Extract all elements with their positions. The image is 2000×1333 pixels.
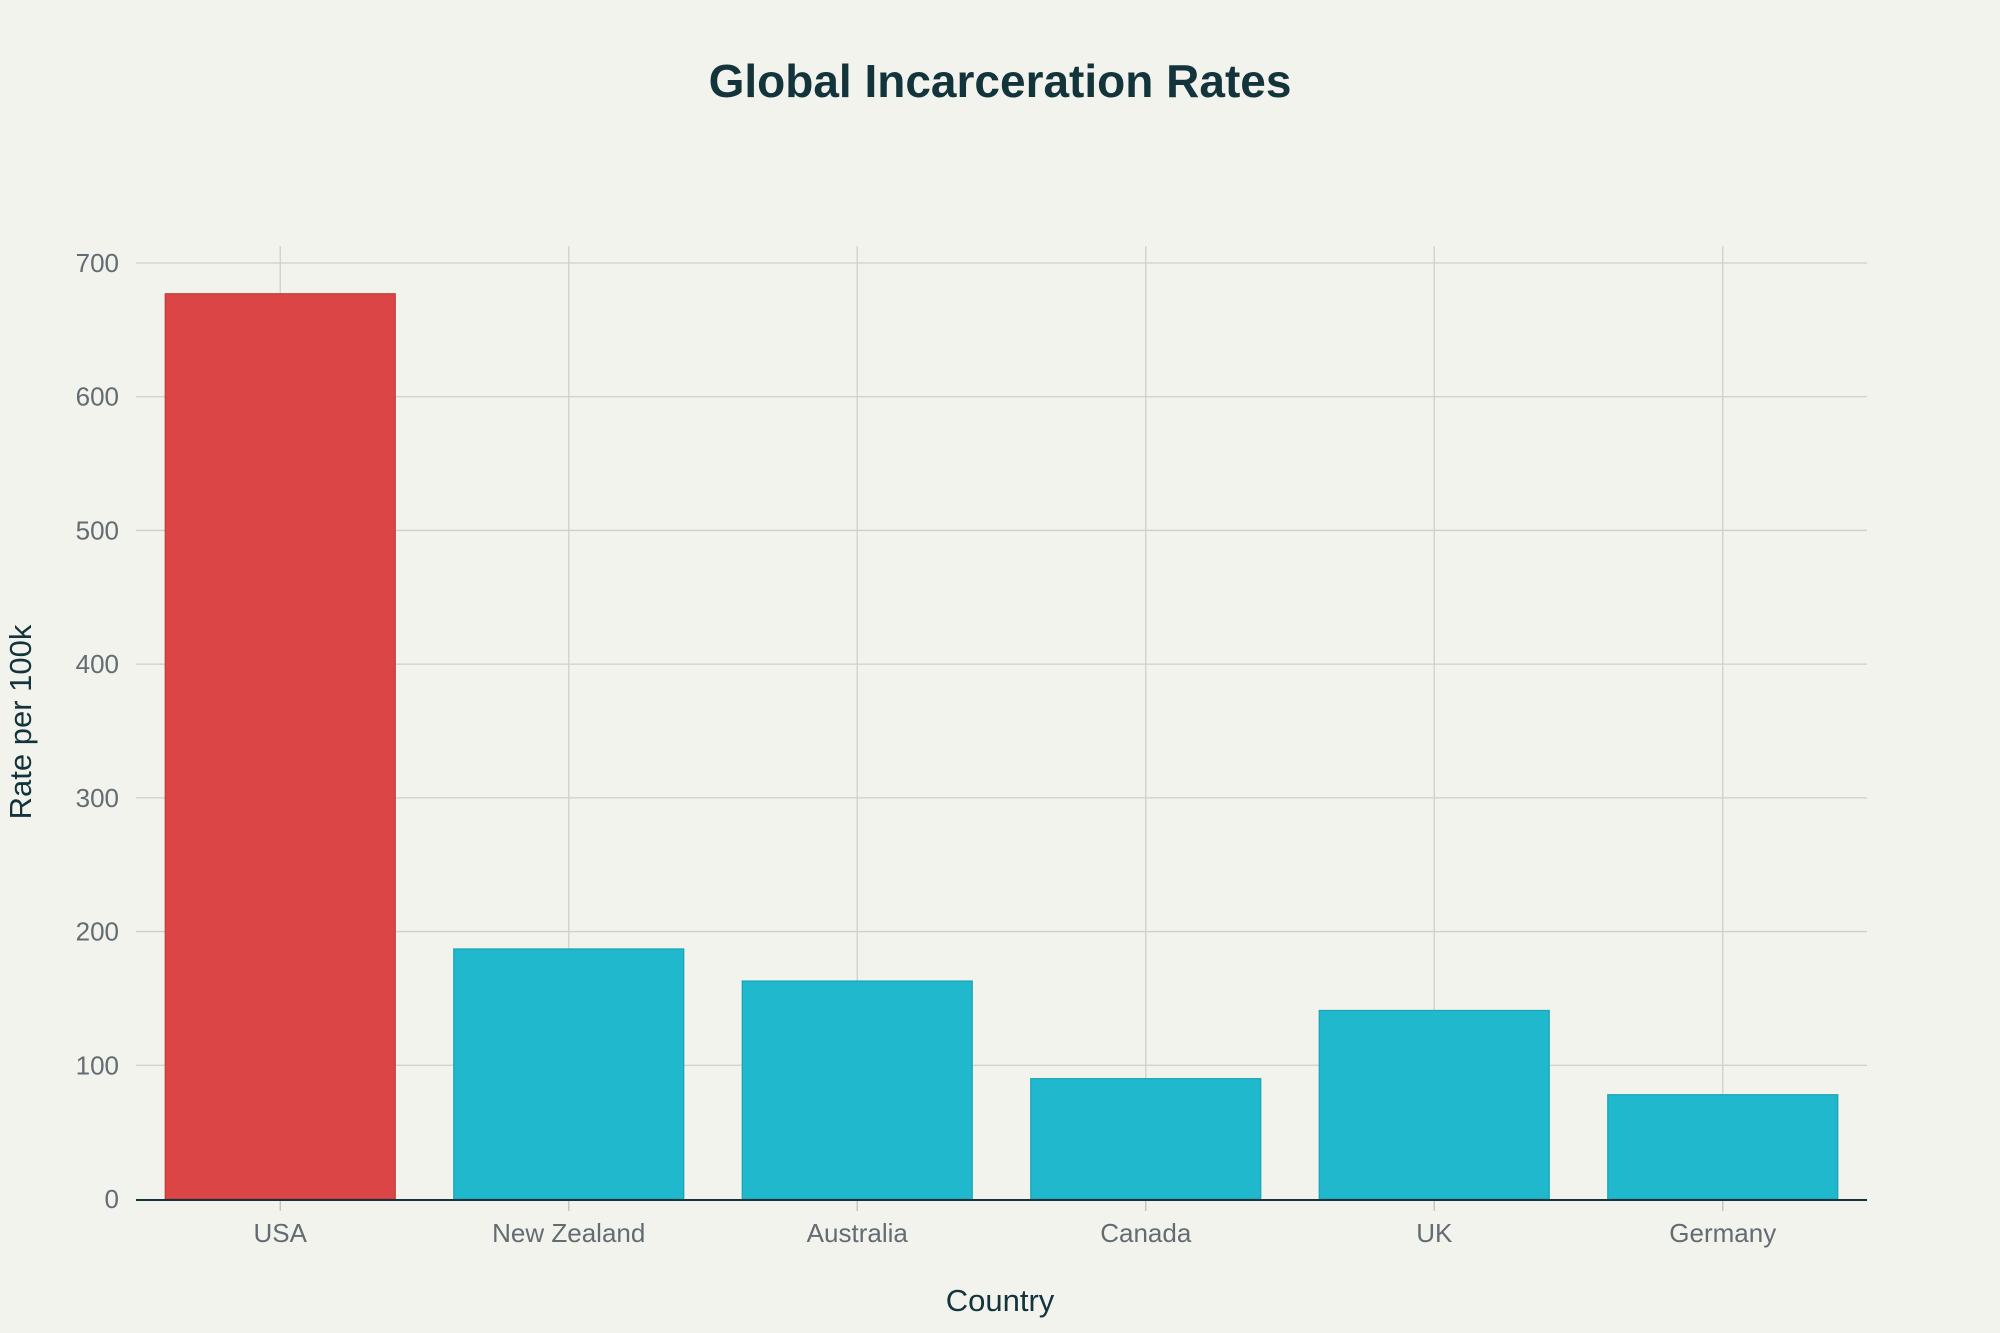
bar-canada — [1030, 1078, 1262, 1200]
x-tick-label: UK — [1416, 1218, 1453, 1248]
x-axis-ticks: USA New Zealand Australia Canada UK Germany — [254, 1201, 1776, 1248]
bars — [164, 293, 1839, 1200]
chart-title: Global Incarceration Rates — [709, 55, 1292, 107]
y-tick-label: 400 — [76, 649, 119, 679]
x-tick-label: New Zealand — [492, 1218, 645, 1248]
y-tick-label: 300 — [76, 783, 119, 813]
bar-uk — [1318, 1009, 1550, 1200]
x-tick-label: Canada — [1100, 1218, 1192, 1248]
x-axis-title: Country — [946, 1283, 1055, 1318]
bar-new-zealand — [453, 948, 685, 1200]
y-tick-label: 600 — [76, 382, 119, 412]
x-tick-label: USA — [254, 1218, 308, 1248]
x-tick-label: Australia — [807, 1218, 909, 1248]
bar-usa — [164, 293, 396, 1200]
y-axis-ticks: 0 100 200 300 400 500 600 700 — [76, 248, 119, 1214]
bar-australia — [741, 980, 973, 1200]
y-tick-label: 700 — [76, 248, 119, 278]
y-tick-label: 100 — [76, 1050, 119, 1080]
y-tick-label: 0 — [105, 1184, 119, 1214]
y-tick-label: 500 — [76, 515, 119, 545]
bar-germany — [1607, 1094, 1839, 1200]
y-axis-title: Rate per 100k — [3, 624, 38, 819]
y-tick-label: 200 — [76, 917, 119, 947]
x-tick-label: Germany — [1669, 1218, 1776, 1248]
